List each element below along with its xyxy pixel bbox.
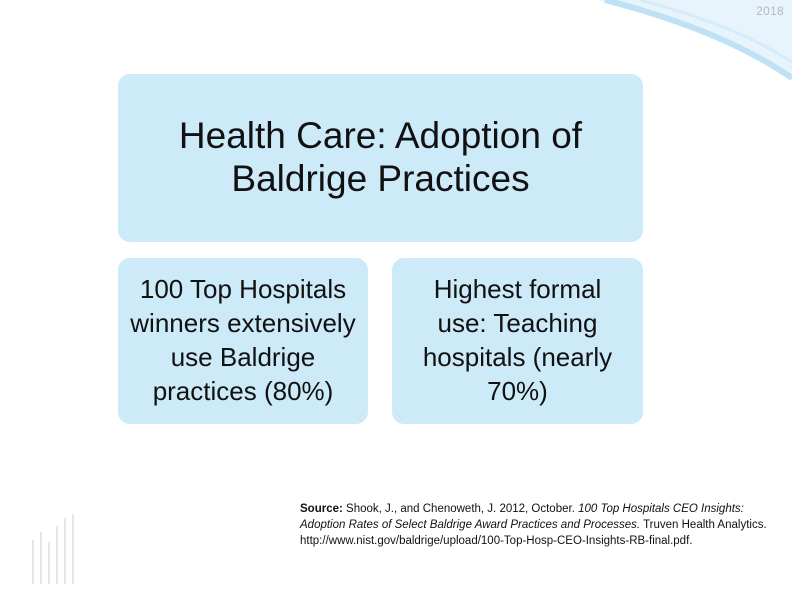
left-info-panel: 100 Top Hospitals winners extensively us… (118, 258, 368, 424)
source-authors: Shook, J., and Chenoweth, J. 2012, Octob… (342, 503, 579, 515)
slide-title: Health Care: Adoption of Baldrige Practi… (178, 115, 583, 199)
vertical-bars-icon (32, 514, 74, 584)
source-title: 100 Top Hospitals CEO Insights: Adoption… (300, 503, 744, 531)
left-info-text: 100 Top Hospitals winners extensively us… (130, 274, 356, 406)
source-publisher: Truven Health Analytics. http://www.nist… (300, 519, 767, 547)
right-info-panel: Highest formal use: Teaching hospitals (… (392, 258, 643, 424)
year-label: 2018 (756, 4, 784, 18)
source-citation: Source: Shook, J., and Chenoweth, J. 201… (300, 501, 778, 549)
right-info-text: Highest formal use: Teaching hospitals (… (422, 274, 613, 406)
source-label: Source: (300, 503, 343, 515)
title-panel: Health Care: Adoption of Baldrige Practi… (118, 74, 643, 242)
